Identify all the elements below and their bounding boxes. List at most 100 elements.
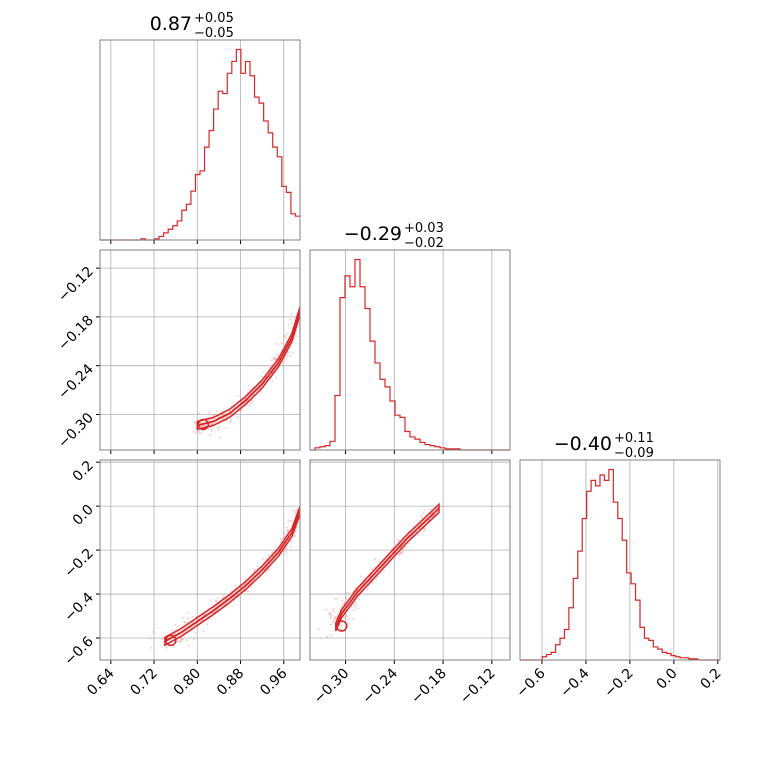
scatter-point (331, 621, 334, 624)
scatter-point (332, 608, 335, 611)
title-value: 0.87 (150, 13, 192, 35)
scatter-point (224, 426, 227, 429)
scatter-point (249, 388, 251, 391)
y-tick-label: −0.2 (61, 546, 96, 581)
scatter-point (297, 325, 300, 328)
density-contour (164, 506, 300, 647)
scatter-point (161, 638, 164, 641)
y-tick-label: −0.18 (55, 312, 97, 354)
scatter-point (187, 644, 190, 647)
scatter-point (236, 416, 239, 419)
scatter-point (286, 547, 289, 550)
scatter-point (286, 530, 288, 533)
scatter-point (289, 354, 292, 357)
histogram-frame-2 (309, 249, 511, 451)
scatter-point (267, 568, 270, 571)
scatter-point (276, 343, 279, 345)
correlation-frame-1-2 (99, 249, 301, 451)
scatter-point (149, 637, 151, 640)
scatter-point (422, 512, 425, 515)
scatter-point (342, 603, 345, 606)
y-tick-label: −0.12 (55, 264, 97, 306)
scatter-point (294, 513, 297, 516)
scatter-point (334, 616, 337, 619)
scatter-point (214, 599, 217, 602)
scatter-point (294, 510, 297, 513)
scatter-point (191, 616, 194, 619)
histogram-panel-3: −0.40 +0.11−0.09 (520, 431, 720, 664)
scatter-point (295, 335, 298, 338)
scatter-point (282, 537, 285, 539)
scatter-point (206, 623, 209, 626)
scatter-point (287, 520, 290, 523)
scatter-point (423, 527, 426, 530)
scatter-point (283, 532, 286, 535)
scatter-point (348, 618, 351, 621)
scatter-point (301, 511, 303, 513)
scatter-point (353, 603, 356, 606)
scatter-point (265, 571, 268, 574)
histogram-title-3: −0.40 +0.11−0.09 (554, 431, 654, 461)
scatter-point (194, 431, 197, 434)
scatter-point (407, 542, 410, 545)
scatter-point (217, 428, 220, 431)
scatter-point (404, 546, 407, 548)
scatter-point (285, 526, 288, 529)
scatter-point (267, 554, 270, 556)
scatter-point (151, 631, 154, 633)
scatter-point (284, 335, 287, 337)
scatter-point (401, 550, 404, 553)
scatter-point (198, 412, 201, 415)
correlation-marks (149, 506, 303, 649)
scatter-point (173, 645, 176, 648)
scatter-point (213, 413, 216, 416)
scatter-point (192, 638, 195, 641)
scatter-point (347, 593, 350, 595)
scatter-point (251, 402, 254, 405)
scatter-point (343, 601, 346, 604)
scatter-point (210, 423, 213, 426)
density-peak-contour (197, 418, 210, 431)
scatter-point (209, 599, 212, 602)
scatter-point (335, 597, 338, 600)
title-lower-error: −0.05 (194, 26, 234, 41)
scatter-point (355, 602, 358, 605)
histogram-panel-2: −0.29 +0.03−0.02 (310, 221, 510, 454)
scatter-point (229, 420, 231, 423)
title-lower-error: −0.09 (614, 446, 654, 461)
scatter-point (182, 638, 185, 641)
x-tick-label: 0.96 (257, 665, 290, 698)
scatter-point (401, 536, 404, 539)
scatter-point (276, 354, 279, 357)
scatter-point (198, 432, 201, 435)
scatter-point (240, 409, 243, 412)
scatter-point (216, 597, 219, 600)
scatter-point (186, 617, 189, 620)
scatter-point (352, 617, 354, 620)
scatter-point (186, 611, 189, 614)
scatter-point (263, 365, 266, 368)
scatter-point (352, 609, 355, 611)
scatter-point (194, 631, 197, 634)
histogram-frame-3 (519, 459, 721, 661)
scatter-point (291, 351, 294, 354)
density-ridge (164, 510, 300, 643)
scatter-point (229, 418, 232, 421)
scatter-point (215, 410, 218, 413)
scatter-point (208, 411, 211, 414)
title-upper-error: +0.03 (404, 221, 444, 236)
scatter-point (330, 623, 333, 626)
scatter-point (250, 586, 253, 589)
scatter-point (341, 599, 344, 602)
scatter-point (329, 617, 332, 620)
scatter-point (420, 515, 423, 518)
scatter-point (290, 520, 293, 522)
correlation-frame-2-3 (309, 459, 511, 661)
scatter-point (345, 597, 348, 600)
scatter-point (290, 322, 293, 325)
x-tick-label: 0.80 (171, 666, 204, 699)
scatter-point (247, 590, 250, 593)
density-peak-contour (165, 634, 177, 647)
scatter-point (193, 421, 196, 424)
